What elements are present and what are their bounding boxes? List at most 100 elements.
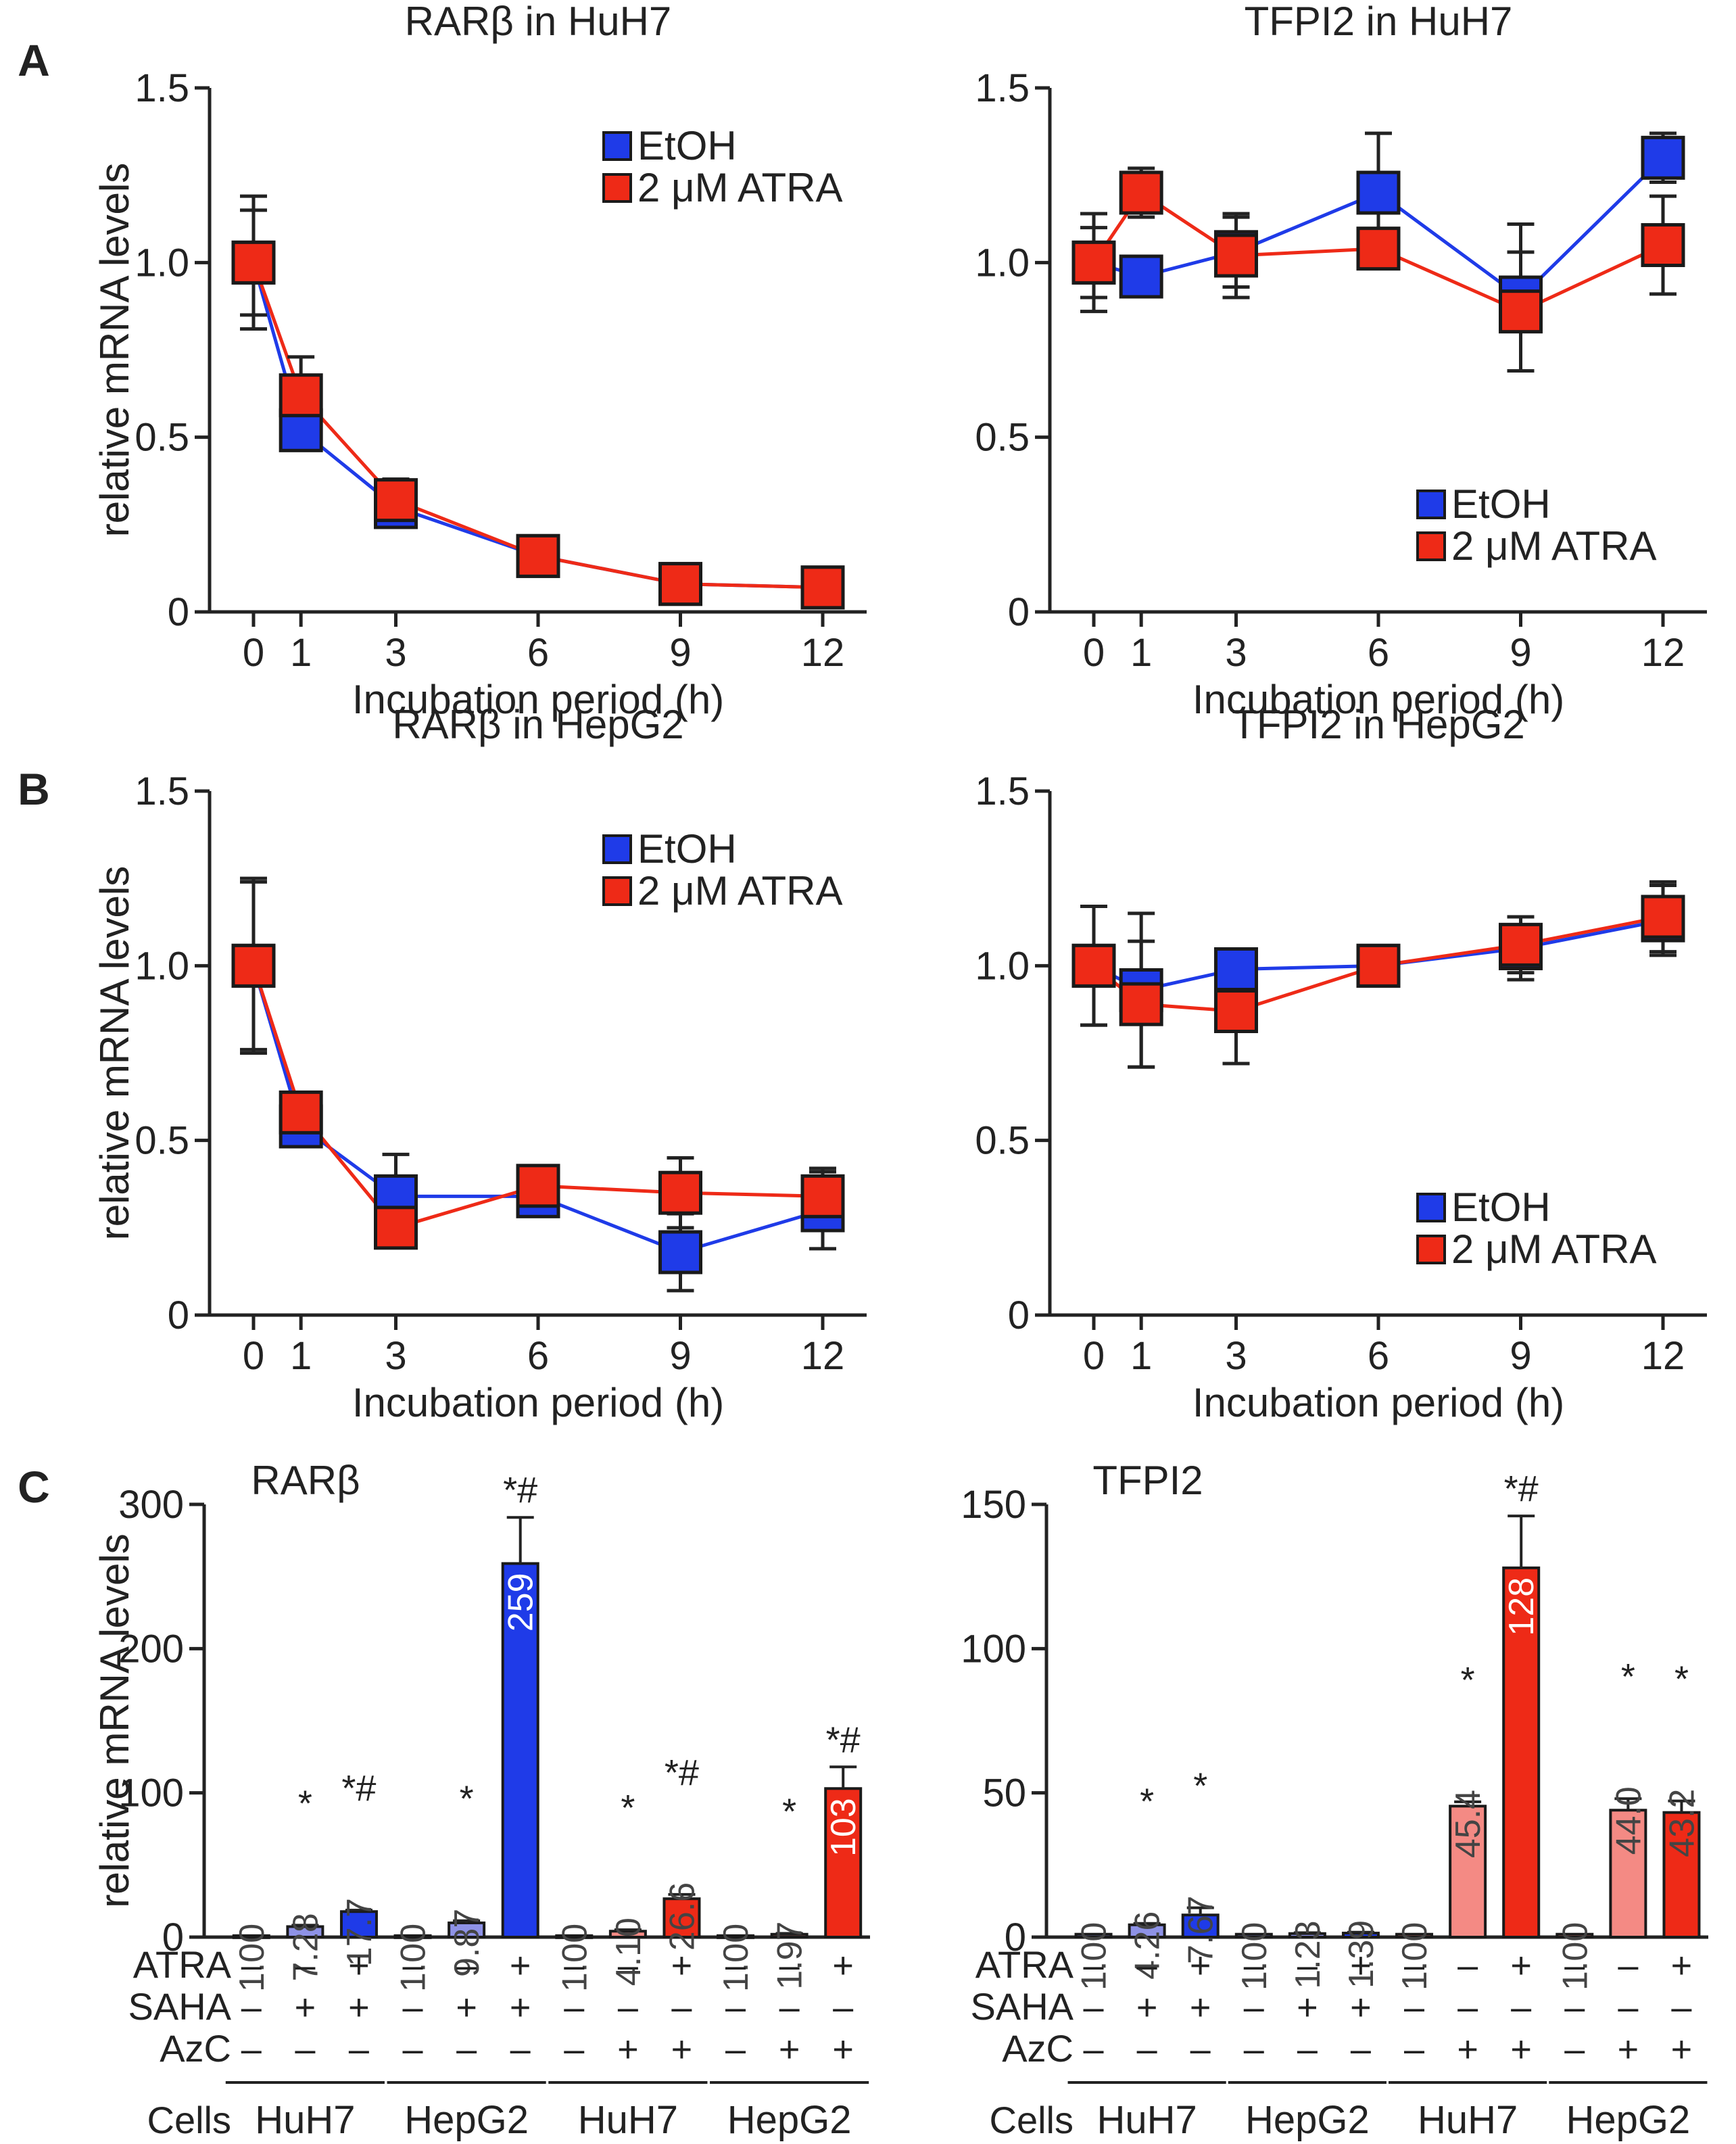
- condition-symbol: –: [241, 1987, 262, 2028]
- bar-value-label: 1.00: [1395, 1922, 1434, 1991]
- y-axis-label: relative mRNA levels: [92, 1533, 137, 1908]
- data-point-atra: [1356, 943, 1401, 988]
- condition-symbol: +: [510, 1987, 531, 2028]
- condition-symbol: –: [618, 1945, 638, 1986]
- condition-symbol: –: [564, 2029, 584, 2070]
- error-bar: [1614, 1797, 1642, 1811]
- error-bar: [506, 1516, 534, 1564]
- chart-title: TFPI2 in HuH7: [1245, 0, 1513, 44]
- y-tick-label: 1.5: [975, 66, 1030, 110]
- x-tick-label: 1: [290, 631, 312, 675]
- error-bar: [1508, 1515, 1535, 1568]
- bar-value-label: 103: [824, 1798, 863, 1857]
- significance-mark: *: [1461, 1660, 1475, 1700]
- bar-value-label: 7.28: [286, 1913, 325, 1981]
- condition-symbol: +: [671, 1945, 693, 1986]
- x-tick-label: 12: [801, 631, 845, 675]
- bar: [1449, 1805, 1487, 1938]
- data-point-atra: [516, 1164, 560, 1208]
- data-point-atra: [516, 533, 560, 578]
- legend-label: 2 μM ATRA: [1451, 523, 1657, 569]
- data-point-atra: [1499, 289, 1543, 334]
- significance-mark: *: [460, 1779, 474, 1819]
- condition-symbol: –: [403, 2029, 423, 2070]
- y-tick-label: 0: [168, 590, 189, 634]
- y-tick-label: 0.5: [975, 416, 1030, 460]
- x-tick-label: 3: [1225, 1334, 1247, 1378]
- condition-symbol: –: [671, 1987, 692, 2028]
- condition-symbol: –: [1190, 2029, 1211, 2070]
- data-point-atra: [1641, 895, 1685, 939]
- condition-symbol: +: [348, 1945, 370, 1986]
- significance-mark: *#: [665, 1753, 699, 1793]
- x-axis-label: Incubation period (h): [352, 1380, 724, 1425]
- x-axis-label: Incubation period (h): [1192, 1380, 1564, 1425]
- condition-symbol: +: [1510, 1945, 1532, 1986]
- condition-symbol: –: [456, 2029, 477, 2070]
- x-tick-label: 12: [1641, 1334, 1685, 1378]
- chart-title: TFPI2: [1092, 1458, 1203, 1503]
- bar: [501, 1562, 539, 1938]
- x-tick-label: 0: [243, 1334, 264, 1378]
- bar-value-label: 26.6: [662, 1882, 702, 1951]
- cell-group-label: HepG2: [1245, 2098, 1370, 2142]
- y-tick-label: 0.5: [135, 416, 189, 460]
- y-tick-label: 300: [118, 1483, 184, 1527]
- x-tick-label: 1: [1130, 1334, 1152, 1378]
- significance-mark: *: [1140, 1782, 1154, 1822]
- significance-mark: *: [1621, 1657, 1635, 1697]
- cell-group-label: HuH7: [255, 2098, 355, 2142]
- legend-swatch-etoh: [1416, 1193, 1446, 1222]
- error-bar: [1186, 1906, 1214, 1915]
- cell-group-label: HepG2: [404, 2098, 529, 2142]
- bar-value-label: 1.00: [555, 1924, 594, 1992]
- x-tick-label: 9: [1510, 631, 1531, 675]
- data-point-atra: [1214, 233, 1258, 278]
- condition-symbol: –: [1511, 1987, 1531, 2028]
- x-tick-label: 3: [1225, 631, 1247, 675]
- significance-mark: *#: [341, 1768, 376, 1809]
- bar-value-label: 4.26: [1128, 1911, 1167, 1980]
- legend-swatch-atra: [1416, 1235, 1446, 1264]
- significance-mark: *#: [826, 1719, 861, 1760]
- bar-value-label: 44.0: [1609, 1786, 1648, 1855]
- bar-value-label: 128: [1502, 1577, 1541, 1636]
- condition-symbol: –: [1297, 2029, 1318, 2070]
- bar: [232, 1934, 270, 1939]
- cell-group-label: HuH7: [1418, 2098, 1518, 2142]
- y-tick-label: 1.0: [135, 944, 189, 988]
- data-point-atra: [1119, 982, 1163, 1026]
- error-bar: [829, 1765, 857, 1789]
- data-point-atra: [279, 373, 323, 418]
- bar-value-label: 9.87: [448, 1909, 487, 1977]
- bar-chart-C2: 0 50 100 150 TFPI2 relative mRNA levels 1.00 4.…: [92, 1458, 1708, 2142]
- condition-symbol: +: [1457, 2029, 1478, 2070]
- bar-value-label: 1.00: [1235, 1922, 1274, 1991]
- condition-symbol: –: [1244, 1987, 1264, 2028]
- condition-label-atra: ATRA: [975, 1943, 1074, 1986]
- chart-title: TFPI2 in HepG2: [1232, 702, 1525, 747]
- y-tick-label: 100: [961, 1627, 1026, 1671]
- condition-symbol: +: [779, 2029, 800, 2070]
- panel-letter-A: A: [18, 35, 50, 85]
- condition-label-azc: AzC: [1002, 2027, 1074, 2070]
- condition-symbol: –: [295, 1945, 315, 1986]
- condition-symbol: –: [1084, 1945, 1104, 1986]
- chart-title: RARβ: [251, 1458, 360, 1503]
- significance-mark: *: [621, 1788, 635, 1828]
- series-line-atra: [251, 262, 823, 590]
- x-tick-label: 0: [1083, 631, 1105, 675]
- condition-symbol: –: [725, 2029, 746, 2070]
- data-point-atra: [374, 478, 418, 523]
- x-axis-label: Incubation period (h): [1192, 677, 1564, 722]
- y-tick-label: 1.5: [135, 66, 189, 110]
- condition-symbol: +: [1350, 1987, 1372, 2028]
- bar-value-label: 7.67: [1182, 1896, 1221, 1964]
- condition-label-azc: AzC: [160, 2027, 231, 2070]
- bar-value-label: 17.7: [340, 1898, 379, 1966]
- x-tick-label: 3: [385, 631, 406, 675]
- condition-symbol: –: [1244, 2029, 1264, 2070]
